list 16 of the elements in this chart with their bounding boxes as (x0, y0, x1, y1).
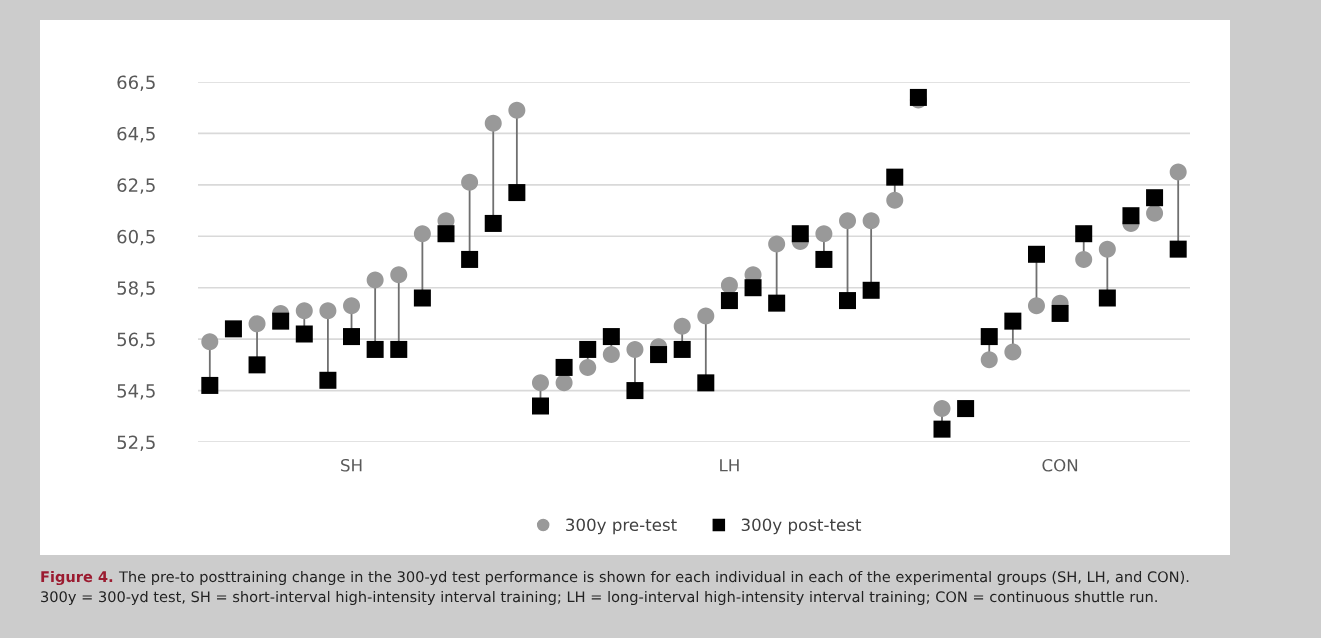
y-tick-label: 64,5 (117, 126, 155, 143)
legend-label: 300y post-test (741, 518, 862, 535)
y-tick-label: 56,5 (117, 332, 155, 349)
text: 300y = 300-yd test, SH = short-interval high-intensity interval training; LH = long-interval high-intensity interval training; CON = continuous shuttle run. (41, 590, 1157, 606)
y-tick-label: 54,5 (117, 384, 155, 400)
y-tick-label: 62,5 (117, 178, 155, 194)
y-tick-label: 52,5 (117, 435, 155, 451)
y-tick-label: 60,5 (117, 229, 155, 246)
legend-label: 300y pre-test (566, 518, 677, 535)
x-tick-label: SH (341, 458, 362, 472)
y-tick-label: 58,5 (117, 281, 155, 297)
x-tick-label: CON (1042, 458, 1078, 472)
y-tick-label: 66,5 (117, 75, 155, 91)
text: The pre-to posttraining change in the 300-yd test performance is shown for each individual in each of the experimental groups (SH, LH, and CON). (118, 570, 1189, 586)
caption: Figure 4. (41, 570, 113, 586)
x-tick-label: LH (720, 459, 739, 472)
